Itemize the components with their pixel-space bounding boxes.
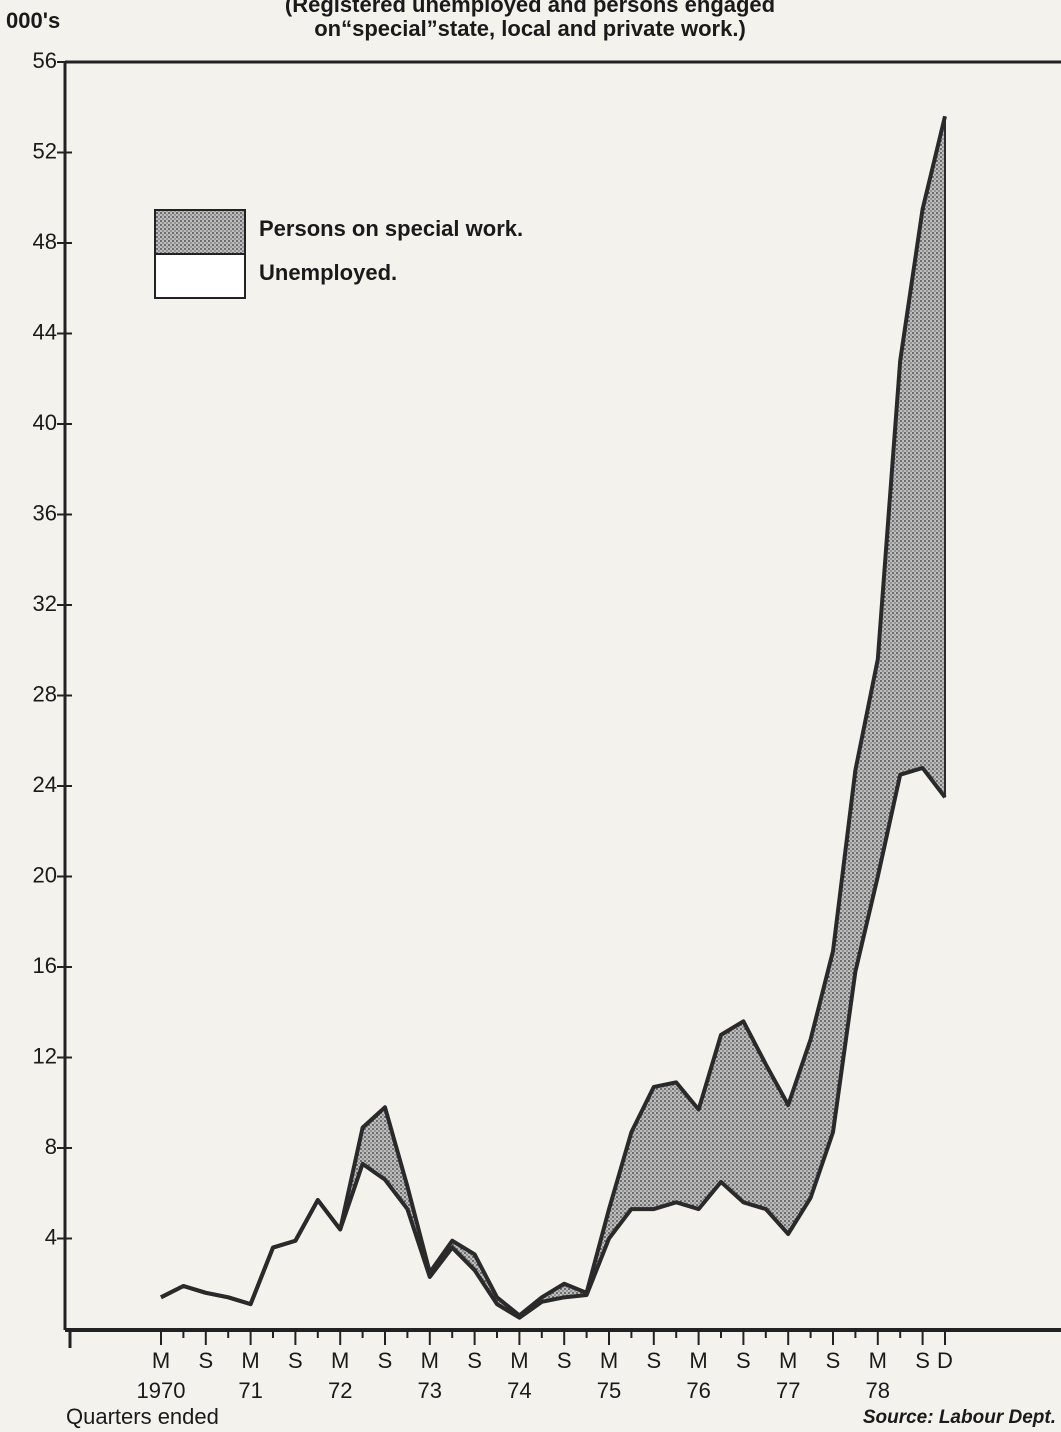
y-axis-label: 000's (6, 8, 60, 33)
y-tick-label: 12 (33, 1043, 57, 1068)
x-tick-label: S (198, 1348, 213, 1373)
legend-swatch (154, 253, 246, 299)
x-tick-label: S (378, 1348, 393, 1373)
x-axis-label: Quarters ended (66, 1404, 219, 1429)
y-tick-label: 16 (33, 953, 57, 978)
y-tick-label: 44 (33, 319, 57, 344)
legend-label: Unemployed. (259, 260, 397, 285)
x-tick-label: M (331, 1348, 349, 1373)
y-tick-label: 32 (33, 591, 57, 616)
x-tick-label: D (937, 1348, 953, 1373)
y-tick-label: 56 (33, 48, 57, 73)
total-line (160, 115, 947, 1318)
legend-swatch (154, 209, 246, 255)
x-tick-label: M (689, 1348, 707, 1373)
x-year-label: 78 (866, 1378, 890, 1403)
x-tick-label: S (467, 1348, 482, 1373)
special-work-area (161, 116, 945, 1318)
x-tick-label: S (915, 1348, 930, 1373)
x-tick-label: M (869, 1348, 887, 1373)
x-year-label: 75 (597, 1378, 621, 1403)
y-tick-label: 48 (33, 229, 57, 254)
y-tick-label: 40 (33, 410, 57, 435)
x-tick-label: M (779, 1348, 797, 1373)
x-tick-label: S (288, 1348, 303, 1373)
x-year-label: 73 (418, 1378, 442, 1403)
x-tick-label: M (510, 1348, 528, 1373)
x-tick-label: S (557, 1348, 572, 1373)
y-tick-label: 4 (45, 1224, 57, 1249)
y-tick-label: 20 (33, 862, 57, 887)
title-line: on“special”state, local and private work… (314, 16, 746, 41)
x-year-label: 71 (238, 1378, 262, 1403)
y-tick-label: 8 (45, 1134, 57, 1159)
y-tick-label: 24 (33, 772, 57, 797)
y-tick-label: 52 (33, 138, 57, 163)
x-year-label: 74 (507, 1378, 531, 1403)
title-line: (Registered unemployed and persons engag… (285, 0, 775, 17)
y-tick-label: 28 (33, 681, 57, 706)
x-tick-label: S (646, 1348, 661, 1373)
x-tick-label: M (152, 1348, 170, 1373)
y-tick-label: 36 (33, 500, 57, 525)
source: Source: Labour Dept. (863, 1407, 1056, 1428)
x-tick-label: S (736, 1348, 751, 1373)
x-tick-label: M (421, 1348, 439, 1373)
x-year-label: 1970 (137, 1378, 186, 1403)
x-year-label: 72 (328, 1378, 352, 1403)
x-year-label: 76 (686, 1378, 710, 1403)
x-tick-label: M (600, 1348, 618, 1373)
x-tick-label: M (241, 1348, 259, 1373)
x-year-label: 77 (776, 1378, 800, 1403)
legend-label: Persons on special work. (259, 216, 523, 241)
x-tick-label: S (826, 1348, 841, 1373)
